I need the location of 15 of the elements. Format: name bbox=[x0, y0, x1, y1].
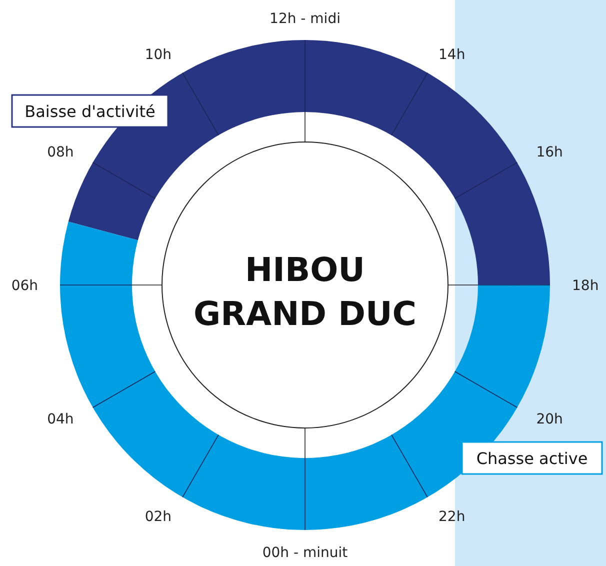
text: 10h bbox=[144, 46, 172, 63]
text: 08h bbox=[47, 144, 74, 160]
text: 18h bbox=[572, 278, 599, 294]
slice-label: Chasse active bbox=[476, 449, 588, 468]
text: 16h bbox=[536, 144, 563, 160]
text: 12h - midi bbox=[270, 11, 340, 27]
text: 04h bbox=[47, 412, 74, 428]
text: 06h bbox=[11, 278, 38, 294]
text: 22h bbox=[438, 509, 466, 526]
text: 02h bbox=[144, 509, 172, 526]
text: 00h - minuit bbox=[262, 545, 348, 561]
text: HIBOU GRAND DUC bbox=[194, 250, 416, 333]
slice-label: Baisse d'activité bbox=[24, 102, 156, 121]
text: 14h bbox=[438, 46, 466, 63]
text: 20h bbox=[536, 412, 563, 428]
